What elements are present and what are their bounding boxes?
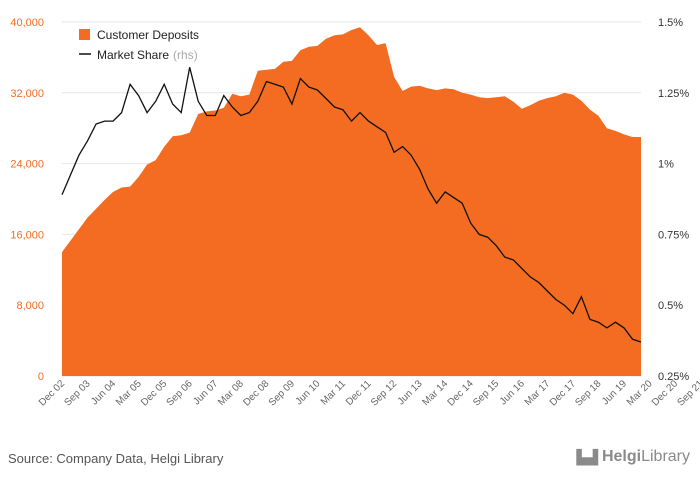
right-tick-label: 0.75% — [658, 229, 689, 241]
x-tick-label: Mar 05 — [114, 378, 144, 408]
right-tick-label: 1.5% — [658, 17, 683, 29]
x-tick-label: Dec 17 — [548, 378, 578, 408]
x-tick-label: Mar 14 — [420, 378, 450, 408]
left-tick-label: 16,000 — [10, 229, 44, 241]
right-tick-label: 0.5% — [658, 300, 683, 312]
chart: 0 8,000 16,000 24,000 32,000 40,000 0.25% 0.5%… — [10, 17, 700, 409]
x-tick-label: Mar 11 — [319, 378, 349, 408]
x-tick-label: Mar 08 — [216, 378, 246, 408]
x-tick-label: Sep 09 — [267, 378, 297, 408]
x-tick-label: Dec 14 — [446, 378, 476, 408]
x-tick-label: Sep 03 — [62, 378, 92, 408]
logo-text-helgi: Helgi — [601, 448, 642, 465]
svg-text:Market Share(rhs): Market Share (rhs) — [97, 48, 198, 62]
helgi-library-logo: ▙▟ Helgi Library — [576, 448, 690, 466]
x-tick-label: Jun 10 — [294, 378, 323, 407]
left-tick-label: 32,000 — [10, 88, 44, 100]
market-share-line — [61, 67, 642, 343]
x-tick-label: Mar 20 — [625, 378, 655, 408]
right-tick-label: 1% — [658, 159, 674, 171]
left-axis: 0 8,000 16,000 24,000 32,000 40,000 — [10, 17, 44, 383]
deposits-area — [62, 27, 641, 377]
right-axis: 0.25% 0.5% 0.75% 1% 1.25% 1.5% — [658, 17, 689, 383]
library-building-icon: ▙▟ — [576, 448, 598, 465]
legend-share-label: Market Share — [97, 48, 169, 62]
legend-share-rhs: (rhs) — [173, 48, 198, 62]
x-tick-label: Dec 05 — [139, 378, 169, 408]
logo-text-library: Library — [641, 448, 690, 465]
x-tick-label: Sep 18 — [573, 378, 603, 408]
right-tick-label: 0.25% — [658, 371, 689, 383]
x-tick-label: Mar 17 — [523, 378, 553, 408]
x-tick-label: Jun 07 — [191, 378, 220, 407]
x-tick-label: Jun 13 — [396, 378, 425, 407]
x-tick-label: Sep 06 — [165, 378, 195, 408]
x-tick-label: Jun 04 — [89, 378, 118, 407]
legend: Customer Deposits Market Share (rhs) — [79, 28, 199, 62]
x-tick-label: Jun 16 — [498, 378, 527, 407]
left-tick-label: 24,000 — [10, 159, 44, 171]
left-tick-label: 0 — [38, 371, 44, 383]
x-tick-label: Sep 15 — [471, 378, 501, 408]
legend-deposits-label: Customer Deposits — [97, 28, 199, 42]
legend-deposits-swatch — [79, 29, 90, 40]
right-tick-label: 1.25% — [658, 88, 689, 100]
x-tick-label: Dec 11 — [344, 378, 374, 408]
x-tick-label: Sep 12 — [369, 378, 399, 408]
x-tick-label: Jun 19 — [600, 378, 629, 407]
left-tick-label: 8,000 — [16, 300, 44, 312]
x-tick-label: Dec 08 — [241, 378, 271, 408]
source-note: Source: Company Data, Helgi Library — [8, 451, 224, 466]
left-tick-label: 40,000 — [10, 17, 44, 29]
